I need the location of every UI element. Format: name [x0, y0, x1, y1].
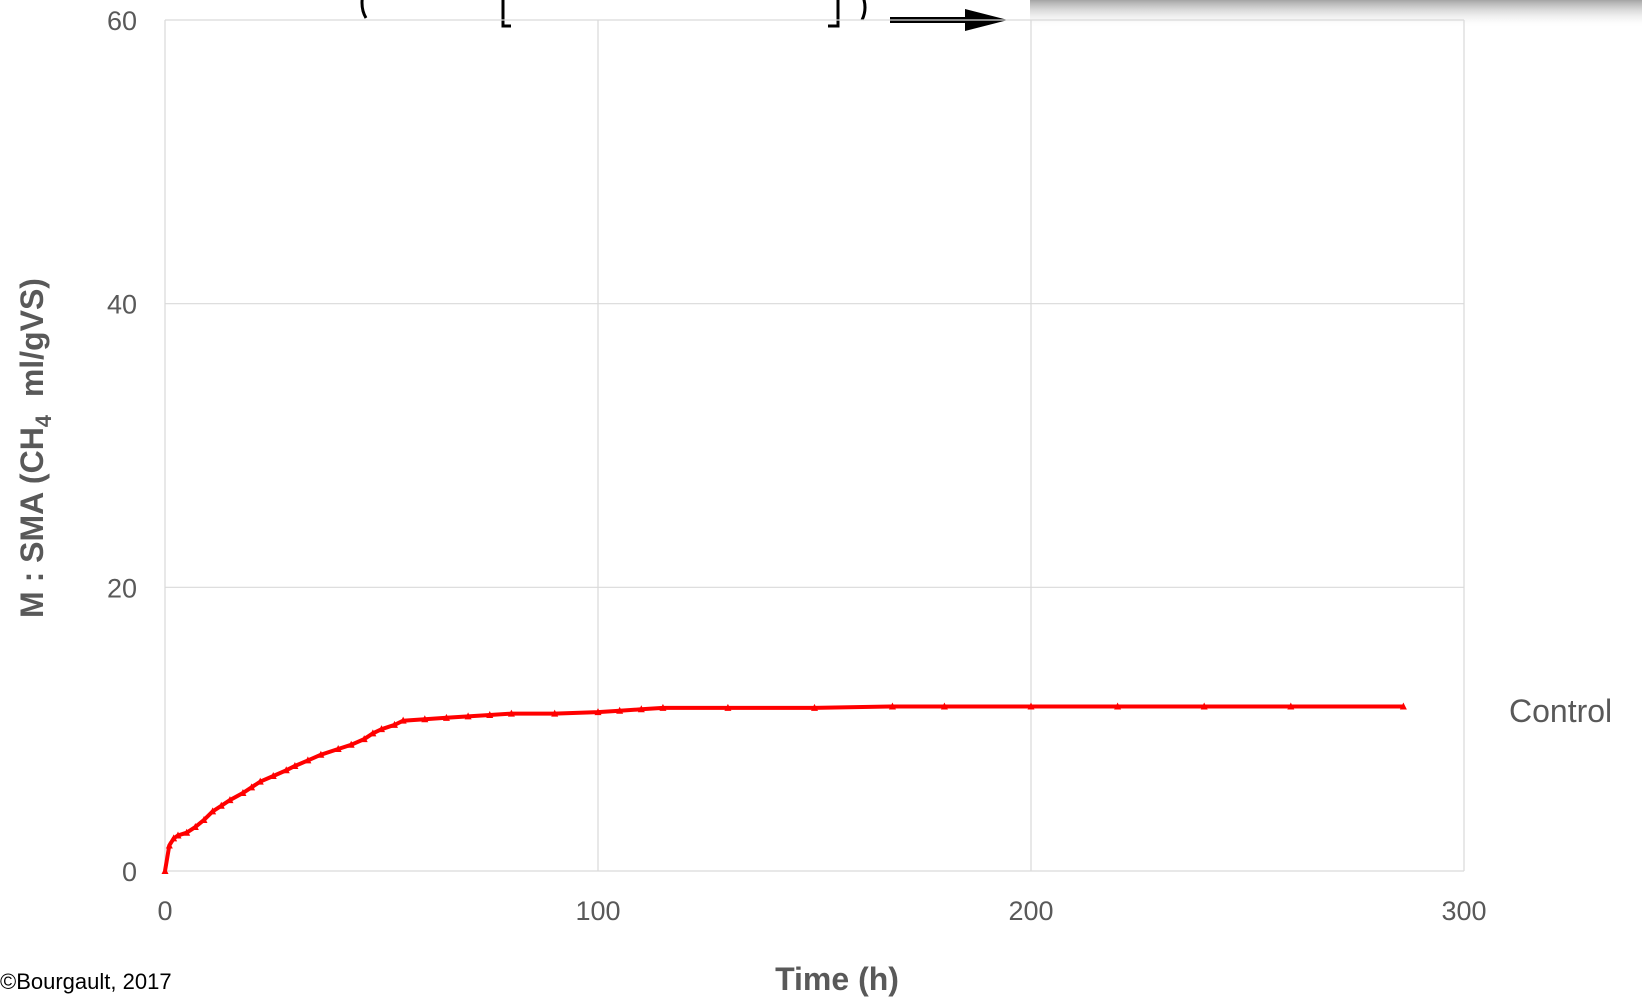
data-point — [183, 828, 191, 836]
data-point — [360, 735, 368, 743]
data-point — [442, 713, 450, 721]
cropped-bracket-right — [828, 0, 840, 28]
data-point — [888, 702, 896, 710]
data-point — [507, 709, 515, 717]
data-point — [248, 783, 256, 791]
data-point — [304, 756, 312, 764]
data-point — [637, 705, 645, 713]
x-tick-label: 200 — [1008, 896, 1053, 926]
series-control — [161, 702, 1407, 874]
y-tick-label: 20 — [107, 573, 137, 603]
data-point — [191, 823, 199, 831]
data-point — [239, 788, 247, 796]
y-axis-title-part1: M : SMA (CH — [14, 427, 50, 618]
data-point — [464, 712, 472, 720]
data-point — [347, 740, 355, 748]
data-point — [378, 725, 385, 733]
data-point — [1114, 702, 1122, 710]
cropped-box-shadow — [1030, 0, 1642, 28]
data-point — [165, 841, 173, 849]
y-axis-title-part2: ml/gVS) — [14, 278, 50, 415]
data-point — [217, 801, 225, 809]
tick-labels: 0 100 200 300 0 20 40 60 — [107, 6, 1487, 926]
data-point — [269, 771, 277, 779]
data-point — [551, 709, 559, 717]
data-point — [940, 702, 948, 710]
series-line — [163, 704, 1404, 872]
data-point — [1027, 702, 1035, 710]
y-axis-title-subscript: 4 — [31, 414, 56, 427]
data-point — [659, 703, 667, 711]
copyright-credit: ©Bourgault, 2017 — [0, 969, 172, 994]
x-tick-label: 0 — [157, 896, 172, 926]
data-point — [369, 729, 377, 737]
x-axis-title: Time (h) — [775, 961, 899, 997]
data-point — [209, 807, 217, 815]
series-label-control: Control — [1509, 693, 1612, 729]
data-point — [256, 777, 264, 785]
data-point — [334, 745, 342, 753]
data-point — [282, 766, 290, 774]
data-point — [594, 708, 602, 716]
data-point — [421, 715, 429, 723]
data-point — [161, 867, 169, 874]
x-tick-label: 100 — [575, 896, 620, 926]
data-point — [200, 815, 208, 823]
data-point — [616, 706, 624, 714]
data-point — [486, 710, 494, 718]
cropped-bracket-mid — [501, 0, 511, 28]
cropped-paren-right — [860, 0, 867, 21]
grid — [164, 19, 1465, 872]
x-tick-label: 300 — [1441, 896, 1486, 926]
data-point — [291, 762, 299, 770]
y-tick-label: 60 — [107, 6, 137, 36]
data-point — [170, 834, 178, 842]
y-tick-label: 40 — [107, 290, 137, 320]
y-axis-title: M : SMA (CH4 ml/gVS) — [14, 278, 56, 618]
data-point — [317, 750, 325, 758]
data-point — [399, 716, 407, 724]
data-point — [1287, 702, 1295, 710]
data-point — [1399, 702, 1407, 710]
y-tick-label: 0 — [122, 857, 137, 887]
data-point — [390, 720, 398, 728]
data-point — [226, 796, 234, 804]
data-point — [811, 703, 818, 711]
data-point — [724, 703, 732, 711]
data-point — [174, 831, 182, 839]
data-point — [1200, 702, 1208, 710]
cropped-bracket-left — [360, 0, 368, 19]
